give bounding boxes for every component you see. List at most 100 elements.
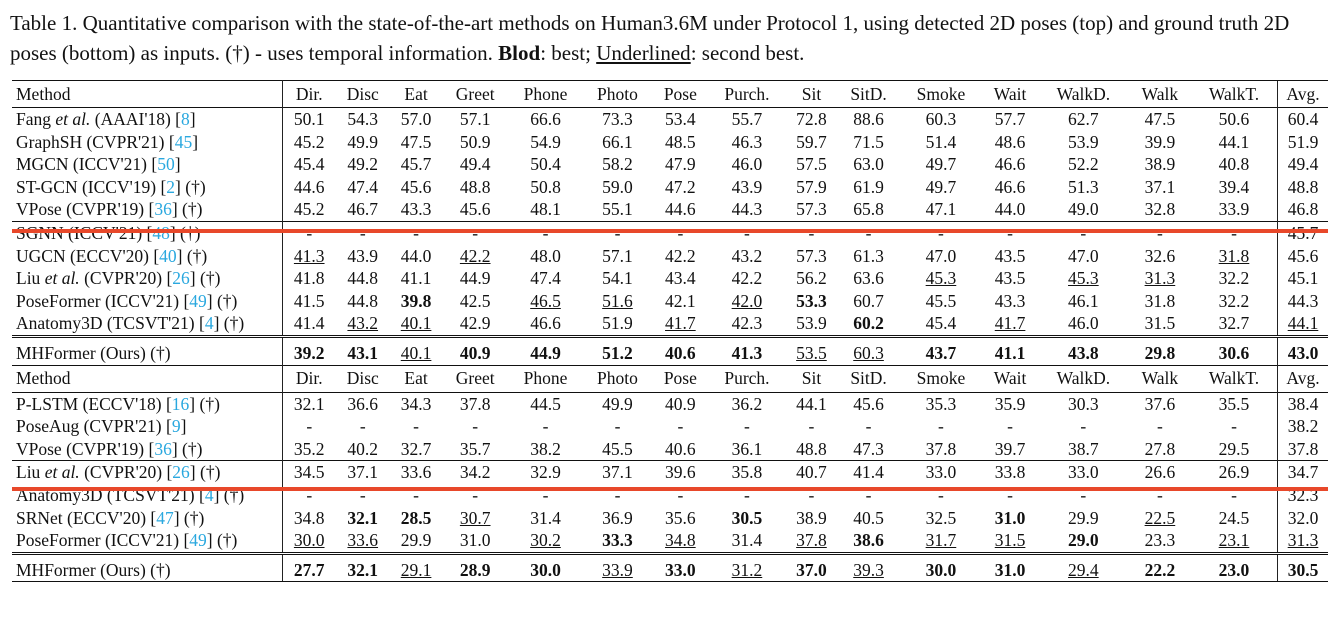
- value-cell: -: [1007, 416, 1013, 437]
- value-cell: 38.4: [1277, 391, 1328, 416]
- value-cell: 51.6: [602, 290, 633, 311]
- value-cell: 65.8: [853, 199, 884, 220]
- value-cell: 42.5: [459, 290, 491, 311]
- value-cell: 55.1: [602, 199, 633, 220]
- table-row: PoseFormer (ICCV'21) [49] (†) 30.0 33.6 29.…: [12, 529, 1328, 554]
- value-cell: 40.9: [652, 391, 709, 416]
- value-cell: 42.0: [731, 290, 763, 311]
- caption-text: Table 1. Quantitative comparison with th…: [10, 11, 1290, 65]
- value-cell: 36.6: [335, 391, 391, 416]
- value-cell: 46.6: [994, 154, 1026, 175]
- value-cell: 61.9: [853, 176, 884, 197]
- value-cell: 38.9: [1144, 154, 1176, 175]
- table-row: VPose (CVPR'19) [36] (†) 35.2 40.2 32.7 35.7…: [12, 437, 1328, 461]
- citation-link: 47: [156, 507, 174, 528]
- method-suffix: ]: [189, 109, 196, 129]
- value-cell: 57.5: [796, 154, 827, 175]
- method-cell: ST-GCN (ICCV'19) [2] (†): [12, 175, 283, 199]
- column-header: WalkT.: [1190, 80, 1278, 108]
- method-etal: et al.: [44, 462, 80, 483]
- value-cell: 38.7: [1068, 438, 1099, 459]
- value-cell: 43.5: [994, 268, 1026, 289]
- value-cell: 45.3: [1068, 268, 1099, 289]
- value-cell: 45.2: [293, 199, 325, 220]
- value-cell: 66.1: [602, 131, 633, 152]
- value-cell: 44.8: [347, 290, 379, 311]
- value-cell: 47.5: [1128, 106, 1191, 131]
- value-cell: 29.5: [1218, 438, 1250, 459]
- table-row: MGCN (ICCV'21) [50] 45.4 49.2 45.7 49.4 50.4 5…: [12, 153, 1328, 176]
- method-cell: Anatomy3D (TCSVT'21) [4] (†): [12, 312, 283, 337]
- method-suffix: ] (†): [176, 245, 208, 266]
- column-header: Method: [12, 364, 283, 393]
- value-cell: 46.6: [530, 313, 561, 334]
- method-name: ST-GCN (ICCV'19) [: [16, 176, 167, 197]
- value-cell: 41.8: [293, 268, 325, 289]
- value-cell: 46.0: [731, 154, 763, 175]
- value-cell: 28.9: [442, 551, 509, 583]
- method-suffix: ]: [192, 131, 199, 152]
- table-row: Liu et al. (CVPR'20) [26] (†) 34.5 37.1 33.…: [12, 460, 1328, 484]
- method-name: Liu: [16, 462, 45, 483]
- value-cell: 72.8: [785, 106, 838, 131]
- value-cell: 48.8: [796, 438, 827, 459]
- value-cell: 29.1: [390, 551, 443, 583]
- value-cell: 33.8: [982, 460, 1038, 484]
- value-cell: 54.3: [335, 106, 391, 131]
- column-header: Greet: [442, 364, 509, 393]
- column-header: Avg.: [1277, 80, 1328, 108]
- value-cell: 43.0: [1277, 334, 1328, 366]
- method-suffix: ] (†): [171, 438, 203, 459]
- value-cell: 31.5: [1144, 313, 1176, 334]
- column-header: Walk: [1128, 364, 1191, 393]
- value-cell: 35.8: [708, 460, 786, 484]
- value-cell: 33.0: [652, 551, 709, 583]
- value-cell: 47.0: [1068, 245, 1099, 266]
- column-header: Sit: [785, 80, 838, 108]
- value-cell: 57.1: [602, 245, 633, 266]
- value-cell: 45.5: [602, 438, 633, 459]
- value-cell: 43.2: [731, 245, 763, 266]
- value-cell: 46.3: [731, 131, 763, 152]
- value-cell: 45.7: [1277, 220, 1328, 245]
- method-cell: PoseFormer (ICCV'21) [49] (†): [12, 529, 283, 554]
- value-cell: 62.7: [1037, 106, 1129, 131]
- method-cell: SRNet (ECCV'20) [47] (†): [12, 506, 283, 530]
- value-cell: 54.9: [530, 131, 561, 152]
- table-row: GraphSH (CVPR'21) [45] 45.2 49.9 47.5 50.9 54…: [12, 130, 1328, 154]
- method-cell: UGCN (ECCV'20) [40] (†): [12, 244, 283, 268]
- value-cell: 59.7: [796, 131, 827, 152]
- value-cell: 49.7: [925, 176, 957, 197]
- method-suffix: ] (†): [175, 176, 206, 197]
- value-cell: 45.1: [1277, 267, 1328, 290]
- value-cell: 41.7: [994, 313, 1026, 334]
- value-cell: 39.7: [994, 438, 1026, 459]
- column-header: WalkD.: [1037, 80, 1129, 108]
- value-cell: -: [542, 416, 549, 437]
- value-cell: -: [472, 484, 479, 505]
- table-row: Fang et al. (AAAI'18) [8] 50.1 54.3 57.0 57.…: [12, 106, 1328, 131]
- method-name: PoseAug (CVPR'21) [: [16, 416, 172, 437]
- value-cell: 49.7: [925, 154, 957, 175]
- column-header: Purch.: [708, 364, 786, 393]
- value-cell: -: [614, 484, 621, 505]
- value-cell: 43.9: [347, 245, 379, 266]
- value-cell: 40.1: [390, 334, 443, 366]
- value-cell: 40.6: [652, 334, 709, 366]
- value-cell: 32.8: [1144, 199, 1176, 220]
- value-cell: 41.4: [837, 460, 900, 484]
- value-cell: -: [808, 484, 815, 505]
- column-header: Smoke: [899, 364, 983, 393]
- value-cell: 45.2: [293, 131, 325, 152]
- method-cell: GraphSH (CVPR'21) [45]: [12, 130, 283, 154]
- value-cell: 44.6: [293, 176, 325, 197]
- column-header: SitD.: [837, 80, 900, 108]
- value-cell: 46.5: [530, 290, 561, 311]
- value-cell: 26.6: [1128, 460, 1191, 484]
- value-cell: 55.7: [708, 106, 786, 131]
- value-cell: 57.1: [442, 106, 509, 131]
- value-cell: 43.3: [400, 199, 432, 220]
- value-cell: 44.1: [785, 391, 838, 416]
- method-cell: SGNN (ICCV'21) [48] (†): [12, 220, 283, 245]
- value-cell: -: [744, 484, 750, 505]
